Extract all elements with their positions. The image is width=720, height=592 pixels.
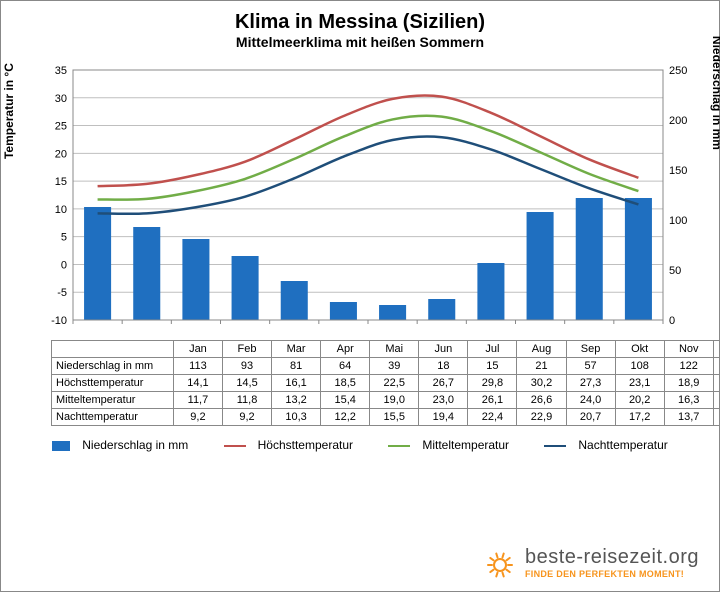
svg-text:30: 30: [55, 93, 67, 105]
legend-item-line-1: Mitteltemperatur: [380, 438, 517, 452]
brand-name: beste-reisezeit.org: [525, 546, 699, 569]
sun-icon: [483, 545, 517, 579]
climate-chart: -10 -5 0 5 10 15 20 25 30 35 0 50 100 150 200 250: [13, 60, 713, 340]
svg-text:5: 5: [61, 232, 67, 244]
legend-item-bars: Niederschlag in mm: [44, 438, 196, 452]
y-axis-left-label: Temperatur in °C: [2, 63, 16, 159]
legend-item-line-0: Höchsttemperatur: [216, 438, 361, 452]
svg-text:10: 10: [55, 204, 67, 216]
svg-text:150: 150: [669, 165, 687, 177]
footer-brand: beste-reisezeit.org FINDE DEN PERFEKTEN …: [483, 545, 699, 579]
svg-text:25: 25: [55, 121, 67, 133]
svg-text:50: 50: [669, 265, 681, 277]
brand-tagline: FINDE DEN PERFEKTEN MOMENT!: [525, 569, 699, 579]
svg-text:-10: -10: [51, 315, 67, 327]
svg-text:0: 0: [669, 315, 675, 327]
svg-text:100: 100: [669, 215, 687, 227]
y-axis-right-label: Niederschlag in mm: [710, 36, 720, 150]
svg-text:250: 250: [669, 65, 687, 77]
data-table: JanFebMarAprMaiJunJulAugSepOktNovDezNied…: [51, 340, 720, 426]
svg-text:0: 0: [61, 259, 67, 271]
svg-text:15: 15: [55, 176, 67, 188]
legend-item-line-2: Nachttemperatur: [536, 438, 675, 452]
chart-title: Klima in Messina (Sizilien): [13, 11, 707, 34]
svg-text:20: 20: [55, 148, 67, 160]
chart-area: Temperatur in °C Niederschlag in mm -10-…: [13, 60, 713, 340]
svg-text:200: 200: [669, 115, 687, 127]
svg-text:35: 35: [55, 65, 67, 77]
chart-subtitle: Mittelmeerklima mit heißen Sommern: [13, 34, 707, 50]
svg-text:-5: -5: [57, 287, 67, 299]
legend: Niederschlag in mm Höchsttemperatur Mitt…: [13, 438, 707, 452]
